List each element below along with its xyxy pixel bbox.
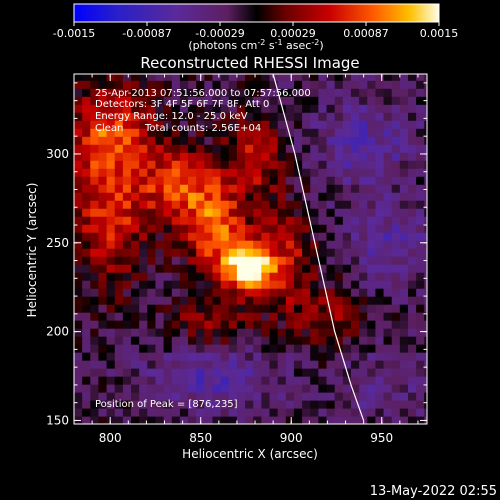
colorbar <box>73 3 440 23</box>
colorbar-unit-label: (photons cm-2 s-1 asec-2) <box>188 38 323 52</box>
colorbar-tick-label: -0.0015 <box>53 27 95 40</box>
solar-limb-curve <box>272 74 365 421</box>
colorbar-tick-label: 0.00029 <box>270 27 316 40</box>
y-axis-label: Heliocentric Y (arcsec) <box>25 183 39 318</box>
annotation-time-range: 25-Apr-2013 07:51:56.000 to 07:57:56.000 <box>95 88 311 99</box>
annotation-energy: Energy Range: 12.0 - 25.0 keV <box>95 111 248 122</box>
colorbar-tick-label: 0.0015 <box>420 27 459 40</box>
y-tick-label: 300 <box>46 147 69 161</box>
plot-frame <box>73 73 428 425</box>
x-axis: 800 850 900 950 <box>73 74 419 445</box>
annotations: 25-Apr-2013 07:51:56.000 to 07:57:56.000… <box>95 88 311 410</box>
y-tick-label: 150 <box>46 413 69 427</box>
heatmap-image <box>74 74 427 424</box>
footer-timestamp: 13-May-2022 02:55 <box>370 484 497 499</box>
chart-title: Reconstructed RHESSI Image <box>140 54 359 72</box>
colorbar-tick-label: -0.00087 <box>122 27 171 40</box>
colorbar-tick-label: 0.00087 <box>343 27 389 40</box>
x-tick-label: 800 <box>99 431 122 445</box>
colorbar-ticks: -0.0015 -0.00087 -0.00029 0.00029 0.00087 0.0… <box>53 22 458 40</box>
y-tick-label: 200 <box>46 325 69 339</box>
annotation-total-counts: Total counts: 2.56E+04 <box>144 123 261 134</box>
y-tick-label: 250 <box>46 236 69 250</box>
x-tick-label: 900 <box>280 431 303 445</box>
annotation-peak: Position of Peak = [876,235] <box>95 399 238 410</box>
colorbar-tick-label: -0.00029 <box>195 27 244 40</box>
x-axis-label: Heliocentric X (arcsec) <box>182 447 318 461</box>
y-axis: 150 200 250 300 <box>46 82 427 427</box>
annotation-detectors: Detectors: 3F 4F 5F 6F 7F 8F, Att 0 <box>95 99 269 110</box>
annotation-clean: Clean <box>95 123 123 134</box>
x-tick-label: 850 <box>189 431 212 445</box>
x-tick-label: 950 <box>370 431 393 445</box>
